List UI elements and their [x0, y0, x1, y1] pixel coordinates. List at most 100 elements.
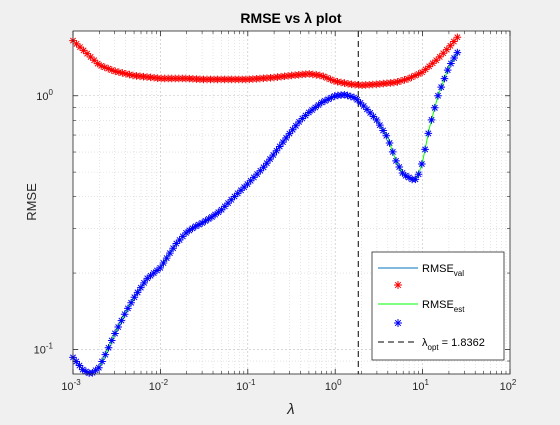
x-tick-label: 10-2 — [149, 378, 169, 393]
x-tick-label-exponent: -3 — [74, 378, 82, 387]
data-point — [401, 171, 410, 180]
data-point — [114, 323, 123, 331]
data-point — [115, 68, 123, 76]
data-point — [191, 222, 200, 231]
data-point — [253, 170, 261, 178]
data-point — [393, 78, 402, 86]
data-point — [397, 77, 405, 85]
data-point — [382, 131, 391, 140]
data-point — [385, 139, 394, 147]
data-point — [240, 183, 248, 191]
data-point — [304, 108, 313, 117]
data-point — [414, 170, 423, 179]
data-point — [275, 142, 284, 151]
x-tick-label-base: 10 — [61, 381, 73, 393]
data-point — [443, 45, 451, 54]
data-point — [421, 65, 430, 74]
data-point — [153, 266, 161, 275]
data-point — [308, 70, 317, 79]
data-point — [111, 67, 120, 76]
data-point — [298, 114, 307, 123]
x-tick-label-exponent: 0 — [337, 378, 342, 387]
data-point — [125, 70, 134, 79]
data-point — [133, 288, 142, 297]
x-tick-label-exponent: 1 — [424, 378, 429, 387]
data-point — [95, 363, 103, 372]
data-point — [79, 46, 88, 55]
data-point — [330, 76, 338, 85]
data-point — [88, 368, 97, 377]
data-point — [432, 56, 441, 65]
data-point — [195, 220, 203, 229]
data-point — [233, 189, 242, 198]
data-point — [323, 74, 331, 82]
data-point — [430, 104, 439, 112]
data-point — [372, 116, 381, 124]
legend-marker — [394, 281, 402, 289]
data-point — [437, 83, 446, 91]
legend-label-subscript: est — [454, 305, 465, 314]
x-tick-label: 101 — [412, 378, 429, 393]
legend-label-subscript: val — [454, 269, 464, 278]
data-point — [272, 146, 281, 155]
data-point — [227, 195, 236, 204]
data-point — [425, 62, 433, 71]
data-point — [308, 106, 316, 114]
data-point — [118, 69, 127, 77]
legend-marker — [394, 319, 402, 327]
data-point — [122, 69, 130, 78]
data-point — [418, 68, 426, 77]
data-point — [453, 48, 462, 57]
data-point — [237, 186, 245, 195]
data-point — [311, 103, 320, 112]
data-point — [326, 75, 335, 84]
x-tick-label: 10-1 — [236, 378, 256, 393]
data-point — [369, 112, 378, 121]
data-point — [344, 79, 352, 88]
data-point — [356, 99, 365, 107]
data-point — [353, 96, 362, 104]
data-point — [330, 92, 339, 100]
data-point — [314, 101, 323, 109]
data-point — [340, 79, 349, 87]
legend-label-base: λ — [422, 337, 428, 349]
data-point — [443, 66, 452, 74]
x-tick-label: 102 — [500, 378, 517, 393]
data-point — [418, 160, 426, 168]
data-point — [127, 298, 135, 307]
x-tick-label: 10-3 — [61, 378, 81, 393]
data-point — [392, 157, 400, 165]
data-point — [143, 274, 152, 283]
data-point — [214, 208, 223, 217]
data-point — [182, 229, 190, 237]
data-point — [159, 259, 168, 267]
y-axis-label: RMSE — [24, 183, 39, 221]
x-tick-label-exponent: 2 — [512, 378, 517, 387]
data-point — [250, 173, 258, 182]
data-point — [224, 199, 232, 207]
data-point — [324, 95, 332, 104]
data-point — [337, 78, 345, 87]
data-point — [208, 213, 216, 221]
data-point — [243, 180, 252, 188]
data-point — [379, 126, 387, 135]
data-point — [317, 98, 326, 107]
data-point — [107, 66, 116, 74]
data-point — [175, 236, 184, 244]
data-point — [390, 78, 398, 87]
legend-label: λopt = 1.8362 — [422, 337, 485, 352]
data-point — [327, 93, 336, 102]
data-point — [439, 49, 448, 58]
data-point — [97, 62, 106, 70]
data-point — [398, 169, 407, 177]
data-point — [350, 93, 358, 102]
data-point — [340, 90, 349, 99]
data-point — [366, 109, 374, 117]
data-point — [91, 366, 100, 375]
data-point — [421, 145, 429, 154]
data-point — [405, 173, 413, 182]
data-point — [435, 53, 444, 61]
data-point — [404, 74, 412, 83]
